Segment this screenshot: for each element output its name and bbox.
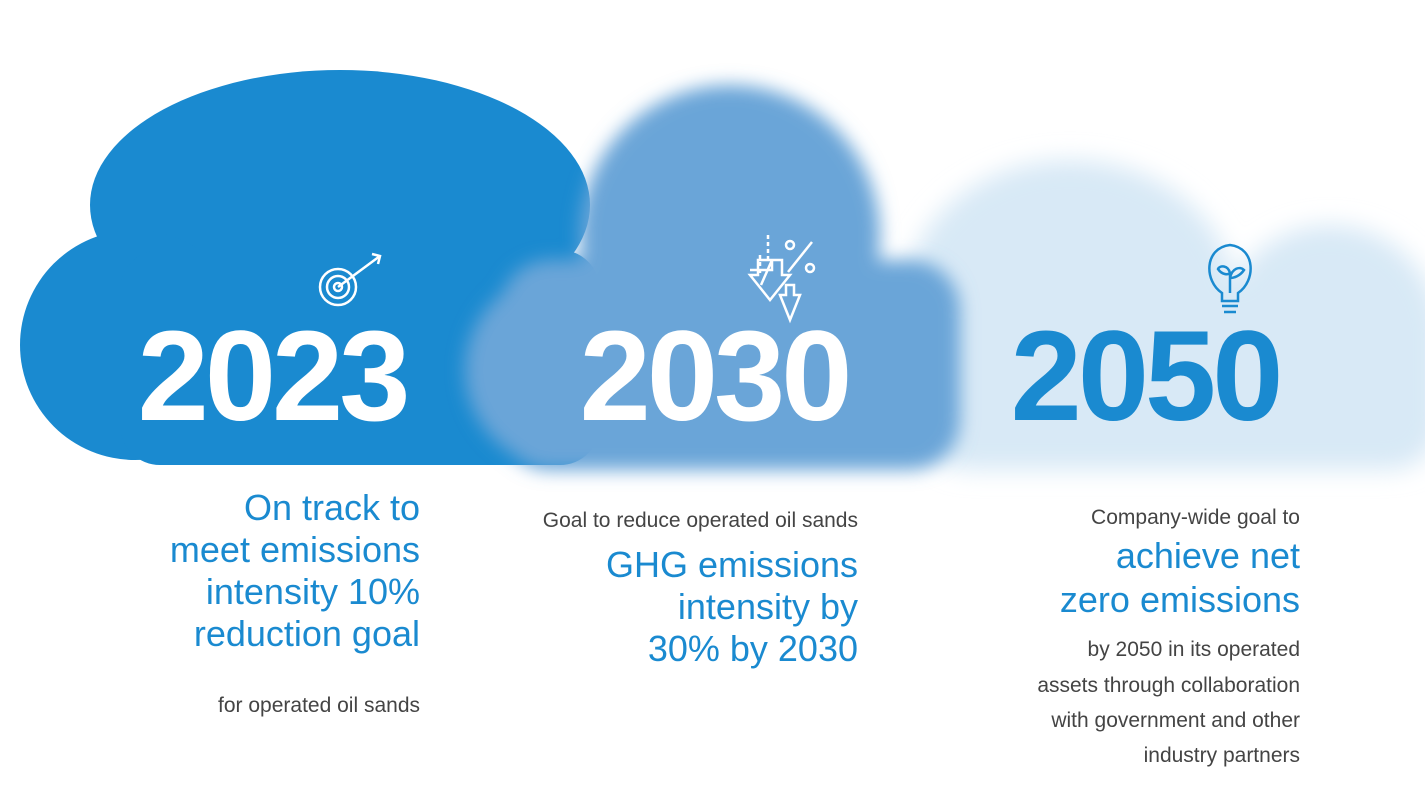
headline-line: zero emissions <box>1060 579 1300 620</box>
headline-line: On track to <box>244 487 420 528</box>
headline-line: reduction goal <box>194 613 420 654</box>
headline-line: 30% by 2030 <box>648 628 858 669</box>
year: 2030 <box>580 305 849 448</box>
year: 2023 <box>138 305 407 448</box>
headline-line: meet emissions <box>170 529 420 570</box>
body-line: for operated oil sands <box>218 694 420 717</box>
headline-line: achieve net <box>1116 535 1300 576</box>
headline-line: GHG emissions <box>606 544 858 585</box>
body-line: assets through collaboration <box>1037 674 1300 697</box>
body-line: by 2050 in its operated <box>1088 638 1300 661</box>
body-line: industry partners <box>1144 744 1300 767</box>
year: 2050 <box>1011 305 1280 448</box>
lead-line: Company-wide goal to <box>1091 506 1300 529</box>
headline-line: intensity by <box>678 586 858 627</box>
infographic: 2023 On track tomeet emissionsintensity 1… <box>0 0 1425 793</box>
page: 2023 On track tomeet emissionsintensity 1… <box>0 0 1425 793</box>
body-line: with government and other <box>1050 709 1300 732</box>
headline-line: intensity 10% <box>206 571 420 612</box>
lead-line: Goal to reduce operated oil sands <box>543 509 858 532</box>
